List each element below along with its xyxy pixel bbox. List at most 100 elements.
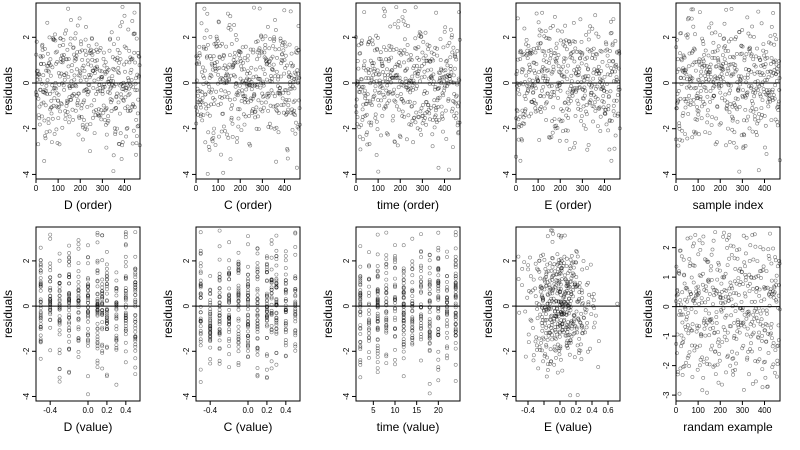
data-point [567, 40, 572, 44]
data-point [76, 349, 81, 354]
data-point [448, 64, 453, 69]
data-point [520, 108, 525, 113]
data-point [394, 5, 399, 10]
data-point [744, 235, 749, 240]
data-point [375, 315, 380, 320]
data-point [89, 63, 94, 68]
data-point [711, 80, 716, 85]
data-point [731, 72, 736, 77]
data-point [278, 85, 283, 90]
data-point [75, 101, 80, 106]
y-tick-label: -4 [342, 170, 351, 178]
data-point [699, 334, 704, 339]
data-point [100, 277, 105, 282]
data-point [564, 69, 569, 74]
y-axis-label: residuals [161, 290, 175, 338]
data-point [437, 71, 442, 76]
data-point [255, 293, 260, 298]
data-point [218, 43, 223, 48]
data-point [440, 111, 445, 116]
data-point [724, 107, 729, 112]
data-point [419, 284, 423, 289]
data-point [765, 285, 770, 290]
data-point [774, 37, 779, 42]
points-panel-1 [34, 5, 142, 174]
data-point [607, 118, 612, 123]
data-point [533, 286, 538, 291]
data-point [248, 47, 253, 52]
data-point [445, 300, 449, 305]
data-point [684, 72, 689, 77]
data-point [361, 65, 366, 70]
data-point [384, 330, 389, 335]
data-point [759, 21, 764, 26]
data-point [537, 269, 542, 274]
data-point [684, 314, 689, 319]
data-point [769, 321, 774, 326]
data-point [275, 84, 280, 89]
data-point [693, 296, 698, 301]
data-point [441, 68, 446, 73]
data-point [107, 48, 112, 53]
data-point [690, 135, 695, 140]
data-point [67, 120, 71, 125]
data-point [370, 38, 375, 43]
data-point [737, 247, 742, 252]
data-point [720, 340, 725, 345]
data-point [255, 366, 260, 370]
data-point [598, 129, 603, 133]
data-point [526, 267, 531, 272]
data-point [209, 74, 214, 79]
data-point [579, 325, 584, 330]
data-point [198, 318, 203, 323]
data-point [52, 132, 57, 136]
data-point [724, 143, 728, 148]
data-point [65, 110, 70, 114]
data-point [217, 295, 222, 300]
data-point [685, 236, 690, 241]
data-point [114, 287, 119, 292]
data-point [763, 123, 768, 128]
data-point [217, 327, 222, 331]
data-point [201, 74, 206, 79]
data-point [550, 328, 555, 333]
data-point [38, 338, 43, 343]
data-point [532, 68, 537, 73]
data-point [384, 309, 389, 314]
data-point [534, 86, 538, 91]
data-point [724, 338, 729, 343]
y-tick-label: -2 [502, 125, 511, 133]
data-point [758, 346, 762, 351]
data-point [133, 339, 138, 343]
data-point [48, 265, 53, 269]
data-point [554, 60, 559, 65]
y-tick-label: -3 [662, 391, 671, 399]
data-point [425, 90, 429, 95]
data-point [452, 54, 457, 59]
data-point [60, 60, 65, 65]
data-point [401, 295, 406, 300]
data-point [410, 259, 415, 264]
data-point [122, 62, 127, 67]
data-point [763, 328, 768, 333]
data-point [453, 362, 458, 367]
data-point [38, 325, 43, 330]
data-point [438, 58, 443, 62]
data-point [363, 96, 368, 101]
data-point [255, 352, 260, 357]
data-point [252, 5, 256, 10]
data-point [258, 65, 263, 70]
data-point [590, 294, 594, 299]
data-point [764, 339, 769, 344]
data-point [556, 342, 560, 347]
data-point [401, 328, 406, 333]
data-point [102, 118, 107, 122]
data-point [445, 285, 449, 289]
data-point [264, 335, 269, 340]
data-point [217, 271, 222, 276]
data-point [261, 67, 266, 72]
data-point [236, 290, 241, 295]
data-point [393, 256, 397, 261]
data-point [198, 324, 203, 329]
